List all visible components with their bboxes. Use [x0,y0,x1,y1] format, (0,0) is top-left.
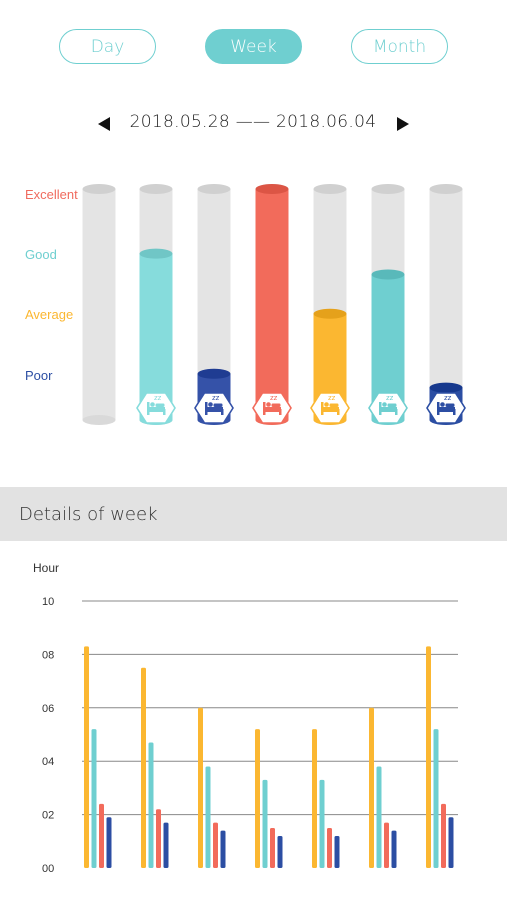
day-cylinder[interactable]: zz [310,184,350,425]
svg-text:zz: zz [154,394,162,402]
svg-text:zz: zz [328,394,336,402]
sleep-icon: zz [368,392,408,424]
details-title: Details of week [19,503,158,525]
hours-bar [277,835,283,868]
cylinder-fill-top [197,368,231,379]
hours-bar [433,729,439,868]
date-range-text: 2018.05.28 —— 2018.06.04 [129,112,377,132]
day-cylinder[interactable]: zz [426,184,466,425]
cylinder-fill-top [139,248,173,259]
hours-bar [141,667,146,868]
y-tick-label: 02 [42,810,54,822]
quality-label-excellent: Excellent [25,187,78,202]
day-cylinder[interactable]: zz [194,184,234,425]
hours-bar [270,827,275,868]
hours-bar [384,822,389,868]
hours-bar [163,822,169,868]
cylinder-top [371,184,405,194]
tab-month[interactable]: Month [351,29,448,64]
next-arrow-icon[interactable] [397,117,409,131]
cylinder-base [82,415,116,425]
cylinder-fill-top [313,308,347,319]
date-range-selector: 2018.05.28 —— 2018.06.04 [0,110,507,140]
hours-bar [91,729,97,868]
previous-arrow-icon[interactable] [98,117,110,131]
weekly-hours-chart: Hour 00 02 04 06 08 10 [33,561,458,875]
hours-bar [376,766,382,868]
svg-text:zz: zz [386,394,394,402]
hours-bar [369,707,374,868]
sleep-icon: zz [426,392,466,424]
y-tick-label: 08 [42,649,54,661]
hours-bar [255,729,260,868]
y-tick-label: 06 [42,703,54,715]
quality-label-poor: Poor [25,368,53,383]
y-tick-label: 00 [42,863,54,875]
hours-bar [99,803,104,868]
day-cylinder[interactable]: zz [368,184,408,425]
cylinder-fill-top [371,269,405,280]
y-tick-label: 04 [42,756,54,768]
hours-bar [106,817,112,868]
hours-bar [441,803,446,868]
hours-bar [327,827,332,868]
svg-text:zz: zz [444,394,452,402]
sleep-icon: zz [310,392,350,424]
hours-bar [84,646,89,868]
hours-bar [448,817,454,868]
quality-label-good: Good [25,247,57,262]
sleep-quality-cylinders: zz zz zz zz zz zz [82,184,466,425]
cylinder-fill-top [255,184,289,194]
day-cylinder[interactable]: zz [136,184,176,425]
cylinder-top [82,184,116,194]
svg-text:zz: zz [212,394,220,402]
hours-bar [156,809,161,868]
tab-week[interactable]: Week [205,29,302,64]
hours-bar [426,646,431,868]
hours-bar [312,729,317,868]
cylinder-track [429,189,463,420]
hours-bar [198,707,203,868]
cylinder-top [429,184,463,194]
tab-day[interactable]: Day [59,29,156,64]
hours-bar [319,779,325,868]
cylinder-top [197,184,231,194]
y-axis-label: Hour [33,561,59,575]
hours-bar [213,822,218,868]
hours-bar [205,766,211,868]
hours-bar [220,830,226,868]
cylinder-fill [255,189,289,420]
hours-bar [262,779,268,868]
cylinder-top [139,184,173,194]
quality-label-average: Average [25,307,74,322]
y-tick-label: 10 [42,596,54,608]
details-header: Details of week [0,487,507,541]
day-cylinder[interactable] [82,184,116,425]
sleep-icon: zz [194,392,234,424]
hours-bar [148,742,154,868]
cylinder-fill-top [429,382,463,393]
cylinder-top [313,184,347,194]
sleep-icon: zz [136,392,176,424]
day-cylinder[interactable]: zz [252,184,292,425]
hours-bar [334,835,340,868]
period-tabs: Day Week Month [0,29,507,65]
svg-text:zz: zz [270,394,278,402]
sleep-icon: zz [252,392,292,424]
hours-bar [391,830,397,868]
cylinder-track [82,189,116,420]
